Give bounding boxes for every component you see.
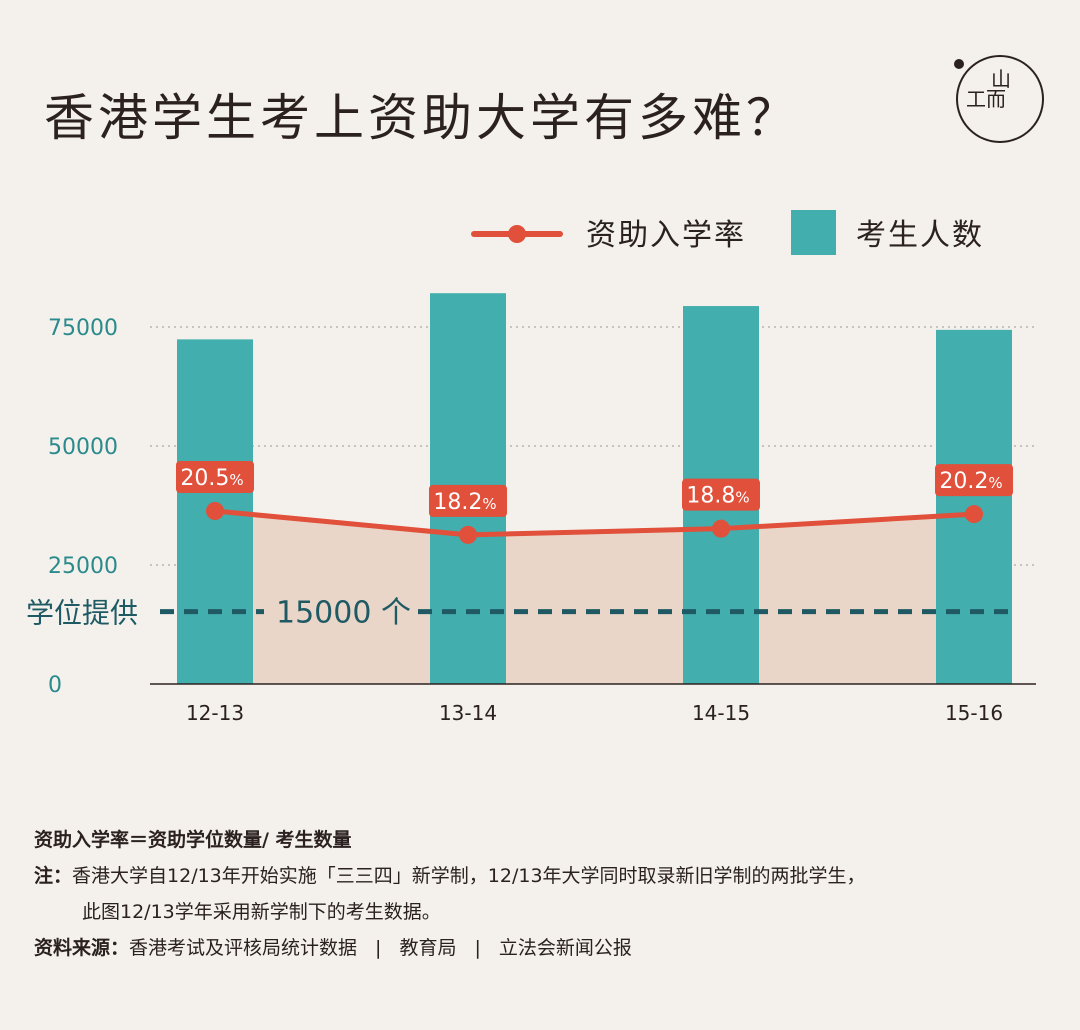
logo: 山 工而 [954, 55, 1044, 143]
logo-text-top: 山 [991, 67, 1011, 91]
logo-mark: 山 工而 [966, 69, 1036, 109]
footnote-line-1: 香港大学自12/13年开始实施「三三四」新学制，12/13年大学同时取录新旧学制… [72, 865, 866, 887]
source-separator-2: | [474, 937, 481, 959]
rate-label-text: 20.5% [180, 466, 243, 491]
rate-labels: 20.5% 18.2% 18.8% 20.2% [176, 461, 1013, 517]
rate-point-14-15 [712, 519, 730, 538]
rate-label-14-15: 18.8% [682, 478, 760, 511]
rate-label-text: 20.2% [939, 469, 1002, 494]
chart: 学位提供 15000 个 20.5% 18.2% 18.8% 20.2% 0 25000 5… [26, 210, 1036, 725]
logo-dot [954, 59, 964, 69]
source-item-1: 香港考试及评核局统计数据 [129, 937, 358, 959]
y-tick-label: 75000 [48, 316, 118, 341]
rate-label-text: 18.2% [433, 490, 496, 515]
footnote-line-2: 此图12/13学年采用新学制下的考生数据。 [82, 901, 441, 923]
rate-label-box [935, 464, 1013, 497]
rate-point-13-14 [459, 525, 477, 544]
legend-line-symbol [471, 225, 563, 243]
page-title: 香港学生考上资助大学有多难？ [44, 89, 800, 147]
legend-label-count: 考生人数 [856, 218, 984, 253]
reference-label: 学位提供 [26, 597, 138, 630]
y-tick-label: 25000 [48, 554, 118, 579]
y-tick-label: 0 [48, 673, 62, 698]
reference-value-label: 15000 个 [276, 596, 411, 631]
rate-line [206, 502, 983, 544]
rate-label-12-13: 20.5% [176, 461, 254, 493]
x-tick-label: 13-14 [439, 701, 497, 725]
rate-polyline [214, 508, 975, 538]
rate-area-fill [215, 511, 974, 684]
rate-area [215, 511, 974, 684]
source-label: 资料来源： [34, 937, 130, 959]
formula-text: 资助入学率＝资助学位数量/ 考生数量 [34, 829, 352, 851]
source-item-3: 立法会新闻公报 [498, 937, 632, 959]
logo-text-bottom: 工而 [966, 87, 1006, 111]
rate-label-13-14: 18.2% [429, 484, 507, 517]
rate-point-15-16 [965, 505, 983, 524]
x-tick-label: 12-13 [186, 701, 244, 725]
footnote-label: 注： [34, 865, 73, 887]
legend-label-rate: 资助入学率 [586, 218, 746, 253]
source-note: 资料来源：香港考试及评核局统计数据 | 教育局 | 立法会新闻公报 [34, 930, 1064, 966]
x-tick-label: 14-15 [692, 701, 750, 725]
rate-label-box [176, 461, 254, 493]
rate-point-12-13 [206, 502, 224, 520]
x-tick-label: 15-16 [945, 701, 1003, 725]
reference-line-group: 学位提供 15000 个 [26, 596, 1010, 631]
rate-label-text: 18.8% [686, 484, 749, 509]
rate-label-15-16: 20.2% [935, 464, 1013, 497]
legend-bar-symbol [791, 210, 836, 255]
rate-label-box [429, 484, 507, 517]
source-item-2: 教育局 [399, 937, 457, 959]
rate-label-box [682, 478, 760, 511]
formula-note: 资助入学率＝资助学位数量/ 考生数量 [34, 822, 1064, 858]
axes: 0 25000 50000 75000 12-13 13-14 14-15 15-16 [48, 316, 1036, 725]
notes: 资助入学率＝资助学位数量/ 考生数量 注：香港大学自12/13年开始实施「三三四… [34, 822, 1064, 966]
source-separator-1: | [375, 937, 382, 959]
y-tick-label: 50000 [48, 435, 118, 460]
footnote: 注：香港大学自12/13年开始实施「三三四」新学制，12/13年大学同时取录新旧… [34, 858, 1064, 894]
